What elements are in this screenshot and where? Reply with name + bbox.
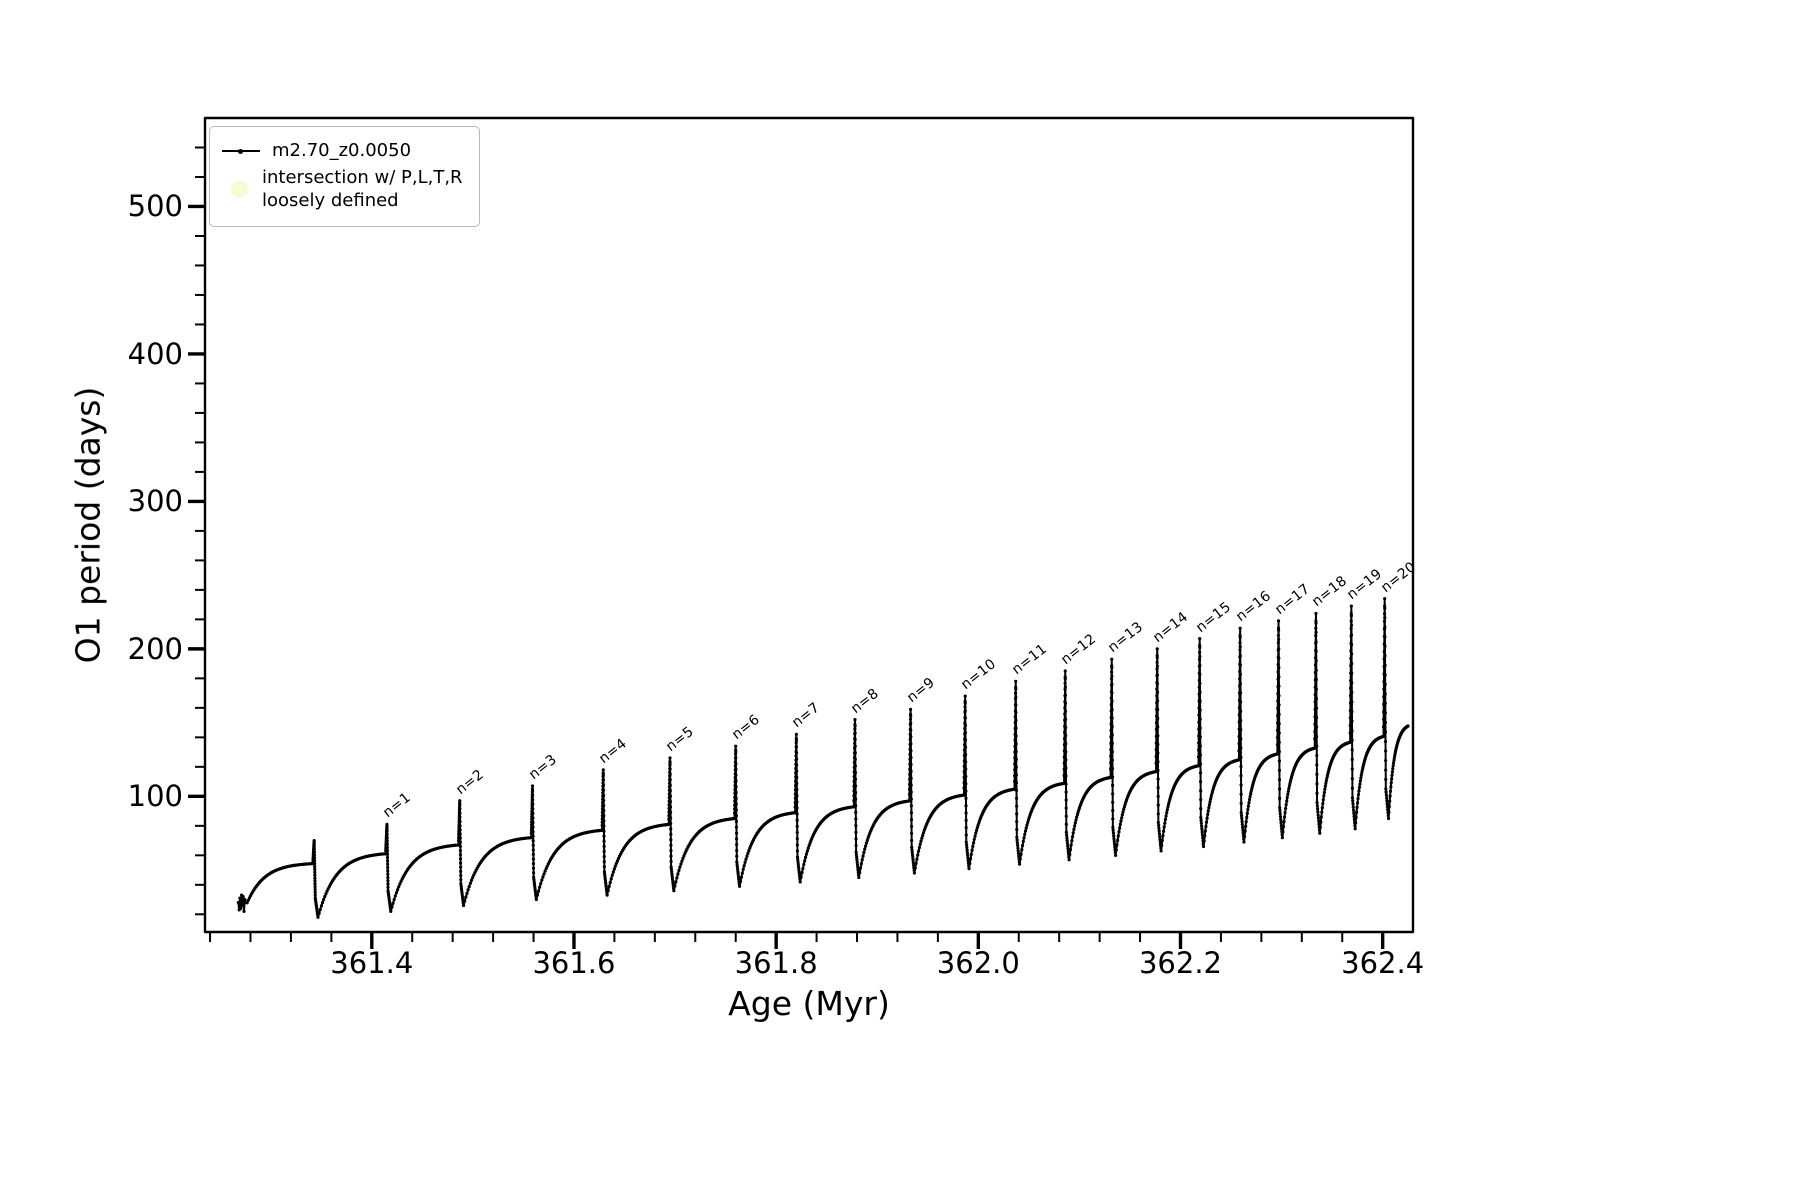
y-tick-label: 400 — [127, 336, 183, 371]
dot-marker-icon — [238, 148, 243, 154]
legend: m2.70_z0.0050 intersection w/ P,L,T,R lo… — [209, 126, 480, 228]
y-tick-label: 300 — [127, 484, 183, 519]
x-tick-label: 361.4 — [330, 946, 414, 980]
y-tick-label: 500 — [127, 189, 183, 224]
y-tick-label: 100 — [127, 779, 183, 814]
intersection-marker-icon — [231, 180, 248, 198]
x-tick-label: 362.2 — [1138, 946, 1222, 980]
legend-intersection-line2: loosely defined — [262, 190, 399, 212]
legend-series-label: m2.70_z0.0050 — [272, 140, 412, 161]
legend-intersection-line1: intersection w/ P,L,T,R — [262, 167, 463, 189]
y-tick-label: 200 — [127, 631, 183, 666]
legend-intersection-label: intersection w/ P,L,T,R loosely defined — [262, 166, 463, 212]
x-axis-label: Age (Myr) — [728, 984, 890, 1023]
x-tick-label: 361.8 — [734, 946, 818, 980]
x-tick-label: 362.0 — [936, 946, 1020, 980]
x-tick-label: 361.6 — [532, 946, 616, 980]
legend-item-intersection: intersection w/ P,L,T,R loosely defined — [222, 166, 463, 212]
y-axis-label: O1 period (days) — [68, 386, 108, 664]
line-marker-sample — [222, 148, 260, 154]
x-tick-label: 362.4 — [1341, 946, 1425, 980]
legend-item-series: m2.70_z0.0050 — [222, 139, 463, 162]
